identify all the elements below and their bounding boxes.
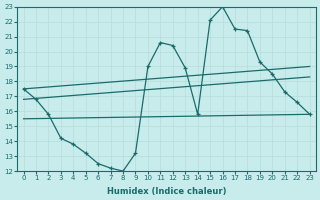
X-axis label: Humidex (Indice chaleur): Humidex (Indice chaleur): [107, 187, 226, 196]
